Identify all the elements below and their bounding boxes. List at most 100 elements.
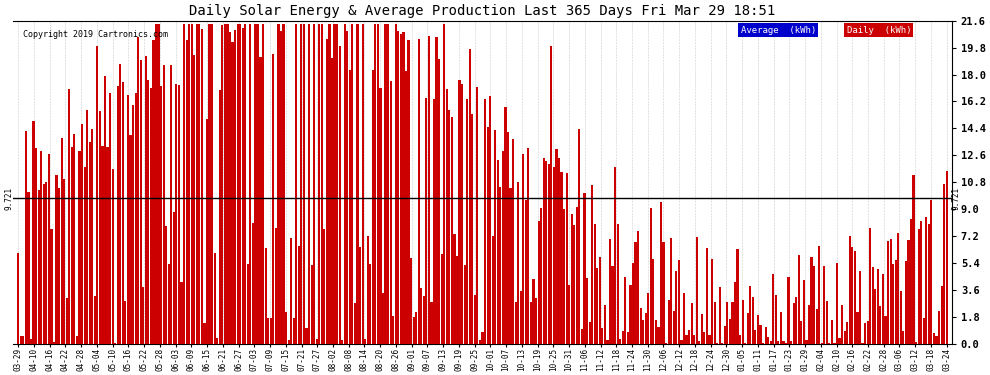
Bar <box>767 337 769 344</box>
Bar <box>940 286 942 344</box>
Bar <box>364 339 366 344</box>
Bar <box>581 329 583 344</box>
Bar <box>701 314 703 344</box>
Bar <box>803 279 805 344</box>
Bar <box>140 60 142 344</box>
Bar <box>240 24 242 344</box>
Bar <box>224 24 226 344</box>
Bar <box>742 300 743 344</box>
Bar <box>63 179 65 344</box>
Bar <box>308 24 310 344</box>
Bar <box>463 265 465 344</box>
Bar <box>379 88 381 344</box>
Bar <box>775 295 777 344</box>
Bar <box>586 278 588 344</box>
Bar <box>612 266 614 344</box>
Bar <box>420 288 423 344</box>
Bar <box>30 339 32 344</box>
Bar <box>448 110 450 344</box>
Bar <box>737 249 739 344</box>
Bar <box>769 340 772 344</box>
Bar <box>232 42 234 344</box>
Bar <box>576 207 578 344</box>
Bar <box>198 24 200 344</box>
Bar <box>757 315 759 344</box>
Bar <box>889 239 892 344</box>
Bar <box>135 93 137 344</box>
Bar <box>926 217 928 344</box>
Bar <box>877 269 879 344</box>
Bar <box>831 320 833 344</box>
Bar <box>392 316 394 344</box>
Bar <box>895 260 897 344</box>
Text: Average  (kWh): Average (kWh) <box>741 26 816 34</box>
Bar <box>104 76 106 344</box>
Bar <box>180 282 182 344</box>
Bar <box>206 119 208 344</box>
Bar <box>805 340 808 344</box>
Bar <box>188 24 190 344</box>
Bar <box>517 183 520 344</box>
Bar <box>744 343 746 344</box>
Bar <box>178 85 180 344</box>
Bar <box>504 107 507 344</box>
Bar <box>259 57 261 344</box>
Bar <box>933 333 935 344</box>
Bar <box>811 257 813 344</box>
Bar <box>397 31 399 344</box>
Bar <box>489 96 491 344</box>
Bar <box>101 146 104 344</box>
Bar <box>657 327 659 344</box>
Bar <box>619 339 622 344</box>
Bar <box>162 64 164 344</box>
Bar <box>882 274 884 344</box>
Bar <box>342 340 344 344</box>
Bar <box>324 229 326 344</box>
Bar <box>931 200 933 344</box>
Bar <box>724 326 726 344</box>
Bar <box>522 154 525 344</box>
Bar <box>17 253 20 344</box>
Bar <box>145 56 147 344</box>
Bar <box>866 321 868 344</box>
Bar <box>418 39 420 344</box>
Bar <box>329 24 331 344</box>
Bar <box>848 236 850 344</box>
Bar <box>444 24 446 344</box>
Bar <box>450 117 453 344</box>
Bar <box>277 24 279 344</box>
Bar <box>46 182 48 344</box>
Bar <box>43 184 45 344</box>
Bar <box>353 303 356 344</box>
Bar <box>826 301 828 344</box>
Bar <box>780 312 782 344</box>
Bar <box>275 228 277 344</box>
Bar <box>344 24 346 344</box>
Bar <box>479 340 481 344</box>
Bar <box>384 24 387 344</box>
Bar <box>185 39 188 344</box>
Bar <box>167 264 170 344</box>
Bar <box>530 302 532 344</box>
Bar <box>112 169 114 344</box>
Bar <box>680 340 682 344</box>
Bar <box>678 260 680 344</box>
Bar <box>842 305 843 344</box>
Bar <box>683 292 685 344</box>
Bar <box>853 252 856 344</box>
Bar <box>563 209 565 344</box>
Bar <box>905 261 907 344</box>
Bar <box>91 129 93 344</box>
Bar <box>287 340 290 344</box>
Bar <box>568 285 570 344</box>
Bar <box>808 305 810 344</box>
Bar <box>413 317 415 344</box>
Text: Daily  (kWh): Daily (kWh) <box>846 26 911 34</box>
Bar <box>282 24 284 344</box>
Bar <box>525 200 527 344</box>
Bar <box>119 64 122 344</box>
Bar <box>351 24 353 344</box>
Bar <box>257 24 259 344</box>
Bar <box>267 318 269 344</box>
Bar <box>245 24 247 344</box>
